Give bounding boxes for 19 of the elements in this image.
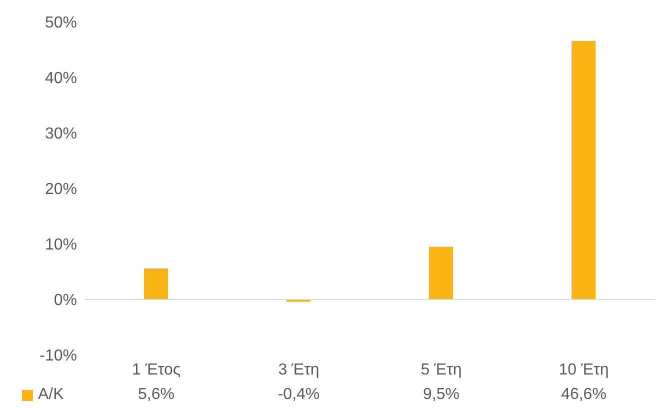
y-tick-label: 50% (44, 14, 77, 32)
x-tick-label: 1 Έτος (132, 361, 181, 378)
x-tick-label: 10 Έτη (558, 361, 609, 378)
bar (144, 268, 168, 300)
bar (429, 246, 453, 300)
data-label: 46,6% (560, 386, 608, 404)
y-tick-label: 0% (54, 292, 77, 310)
x-tick-label: 3 Έτη (278, 361, 320, 378)
y-tick-label: 20% (44, 181, 77, 198)
y-tick-label: -10% (40, 348, 77, 365)
x-tick-label: 5 Έτη (420, 361, 462, 378)
data-label: 5,6% (137, 386, 176, 404)
y-tick-label: 30% (44, 126, 77, 143)
data-label: 9,5% (422, 386, 460, 404)
y-tick-label: 10% (44, 236, 77, 254)
legend-label: Α/Κ (38, 386, 64, 404)
bar (572, 40, 596, 300)
y-tick-label: 40% (44, 70, 77, 88)
data-label: -0,4% (276, 386, 321, 404)
